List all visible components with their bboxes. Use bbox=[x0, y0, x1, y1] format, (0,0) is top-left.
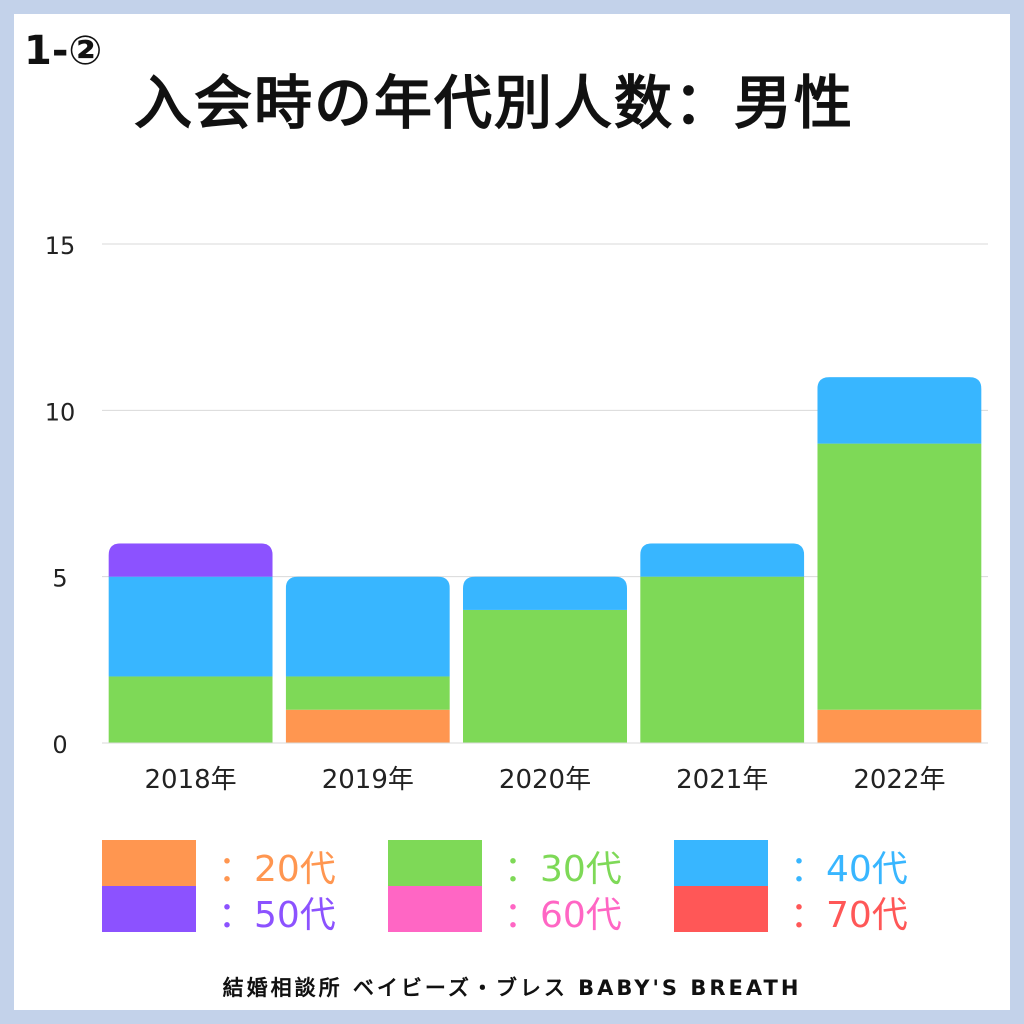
bar-stack bbox=[463, 576, 627, 743]
bar-segment-20s bbox=[817, 709, 982, 743]
chart-card: 1-② 入会時の年代別人数：男性 0 5 10 15 2018年 2019年 2020年 20… bbox=[14, 14, 1010, 1010]
bar-segment-40s bbox=[108, 576, 273, 677]
bar-segment-40s bbox=[463, 576, 627, 610]
bar-segment-40s bbox=[640, 543, 805, 577]
bar-segment-40s bbox=[285, 576, 450, 677]
y-tick-label: 5 bbox=[52, 565, 67, 593]
bar-stack bbox=[640, 543, 805, 743]
bar-segment-20s bbox=[285, 709, 450, 743]
bar-segment-40s bbox=[817, 377, 982, 444]
bar-stack bbox=[817, 377, 982, 743]
footer-brand: 結婚相談所 ベイビーズ・ブレス BABY'S BREATH bbox=[222, 976, 802, 1000]
legend-label: ：30代 bbox=[504, 849, 622, 890]
section-number: 1-② bbox=[24, 28, 103, 74]
legend-swatch bbox=[388, 886, 482, 932]
legend-label: ：70代 bbox=[790, 895, 908, 936]
bar-stack bbox=[108, 543, 273, 743]
legend-label: ：60代 bbox=[504, 895, 622, 936]
legend-label: ：20代 bbox=[218, 849, 336, 890]
x-tick-label: 2019年 bbox=[322, 765, 414, 795]
chart-title: 入会時の年代別人数：男性 bbox=[134, 69, 855, 137]
bar-segment-30s bbox=[285, 676, 450, 710]
bar-segment-30s bbox=[463, 609, 627, 743]
legend-swatch bbox=[102, 886, 196, 932]
x-tick-label: 2018年 bbox=[145, 765, 237, 795]
bar-segment-30s bbox=[817, 443, 982, 710]
legend-swatch bbox=[102, 840, 196, 886]
y-tick-label: 15 bbox=[45, 232, 76, 260]
x-tick-label: 2021年 bbox=[676, 765, 768, 795]
bar-stack bbox=[285, 576, 450, 743]
y-tick-label: 10 bbox=[45, 398, 76, 426]
legend-label: ：50代 bbox=[218, 895, 336, 936]
y-tick-label: 0 bbox=[52, 731, 67, 759]
bar-segment-30s bbox=[108, 676, 273, 743]
stacked-bar-chart: 0 5 10 15 2018年 2019年 2020年 2021年 2022年 bbox=[45, 232, 988, 795]
x-tick-label: 2022年 bbox=[853, 765, 945, 795]
bar-segment-30s bbox=[640, 576, 805, 743]
bar-segment-50s bbox=[108, 543, 273, 577]
legend-swatch bbox=[674, 886, 768, 932]
legend-swatch bbox=[388, 840, 482, 886]
legend-swatch bbox=[674, 840, 768, 886]
x-tick-label: 2020年 bbox=[499, 765, 591, 795]
legend-label: ：40代 bbox=[790, 849, 908, 890]
